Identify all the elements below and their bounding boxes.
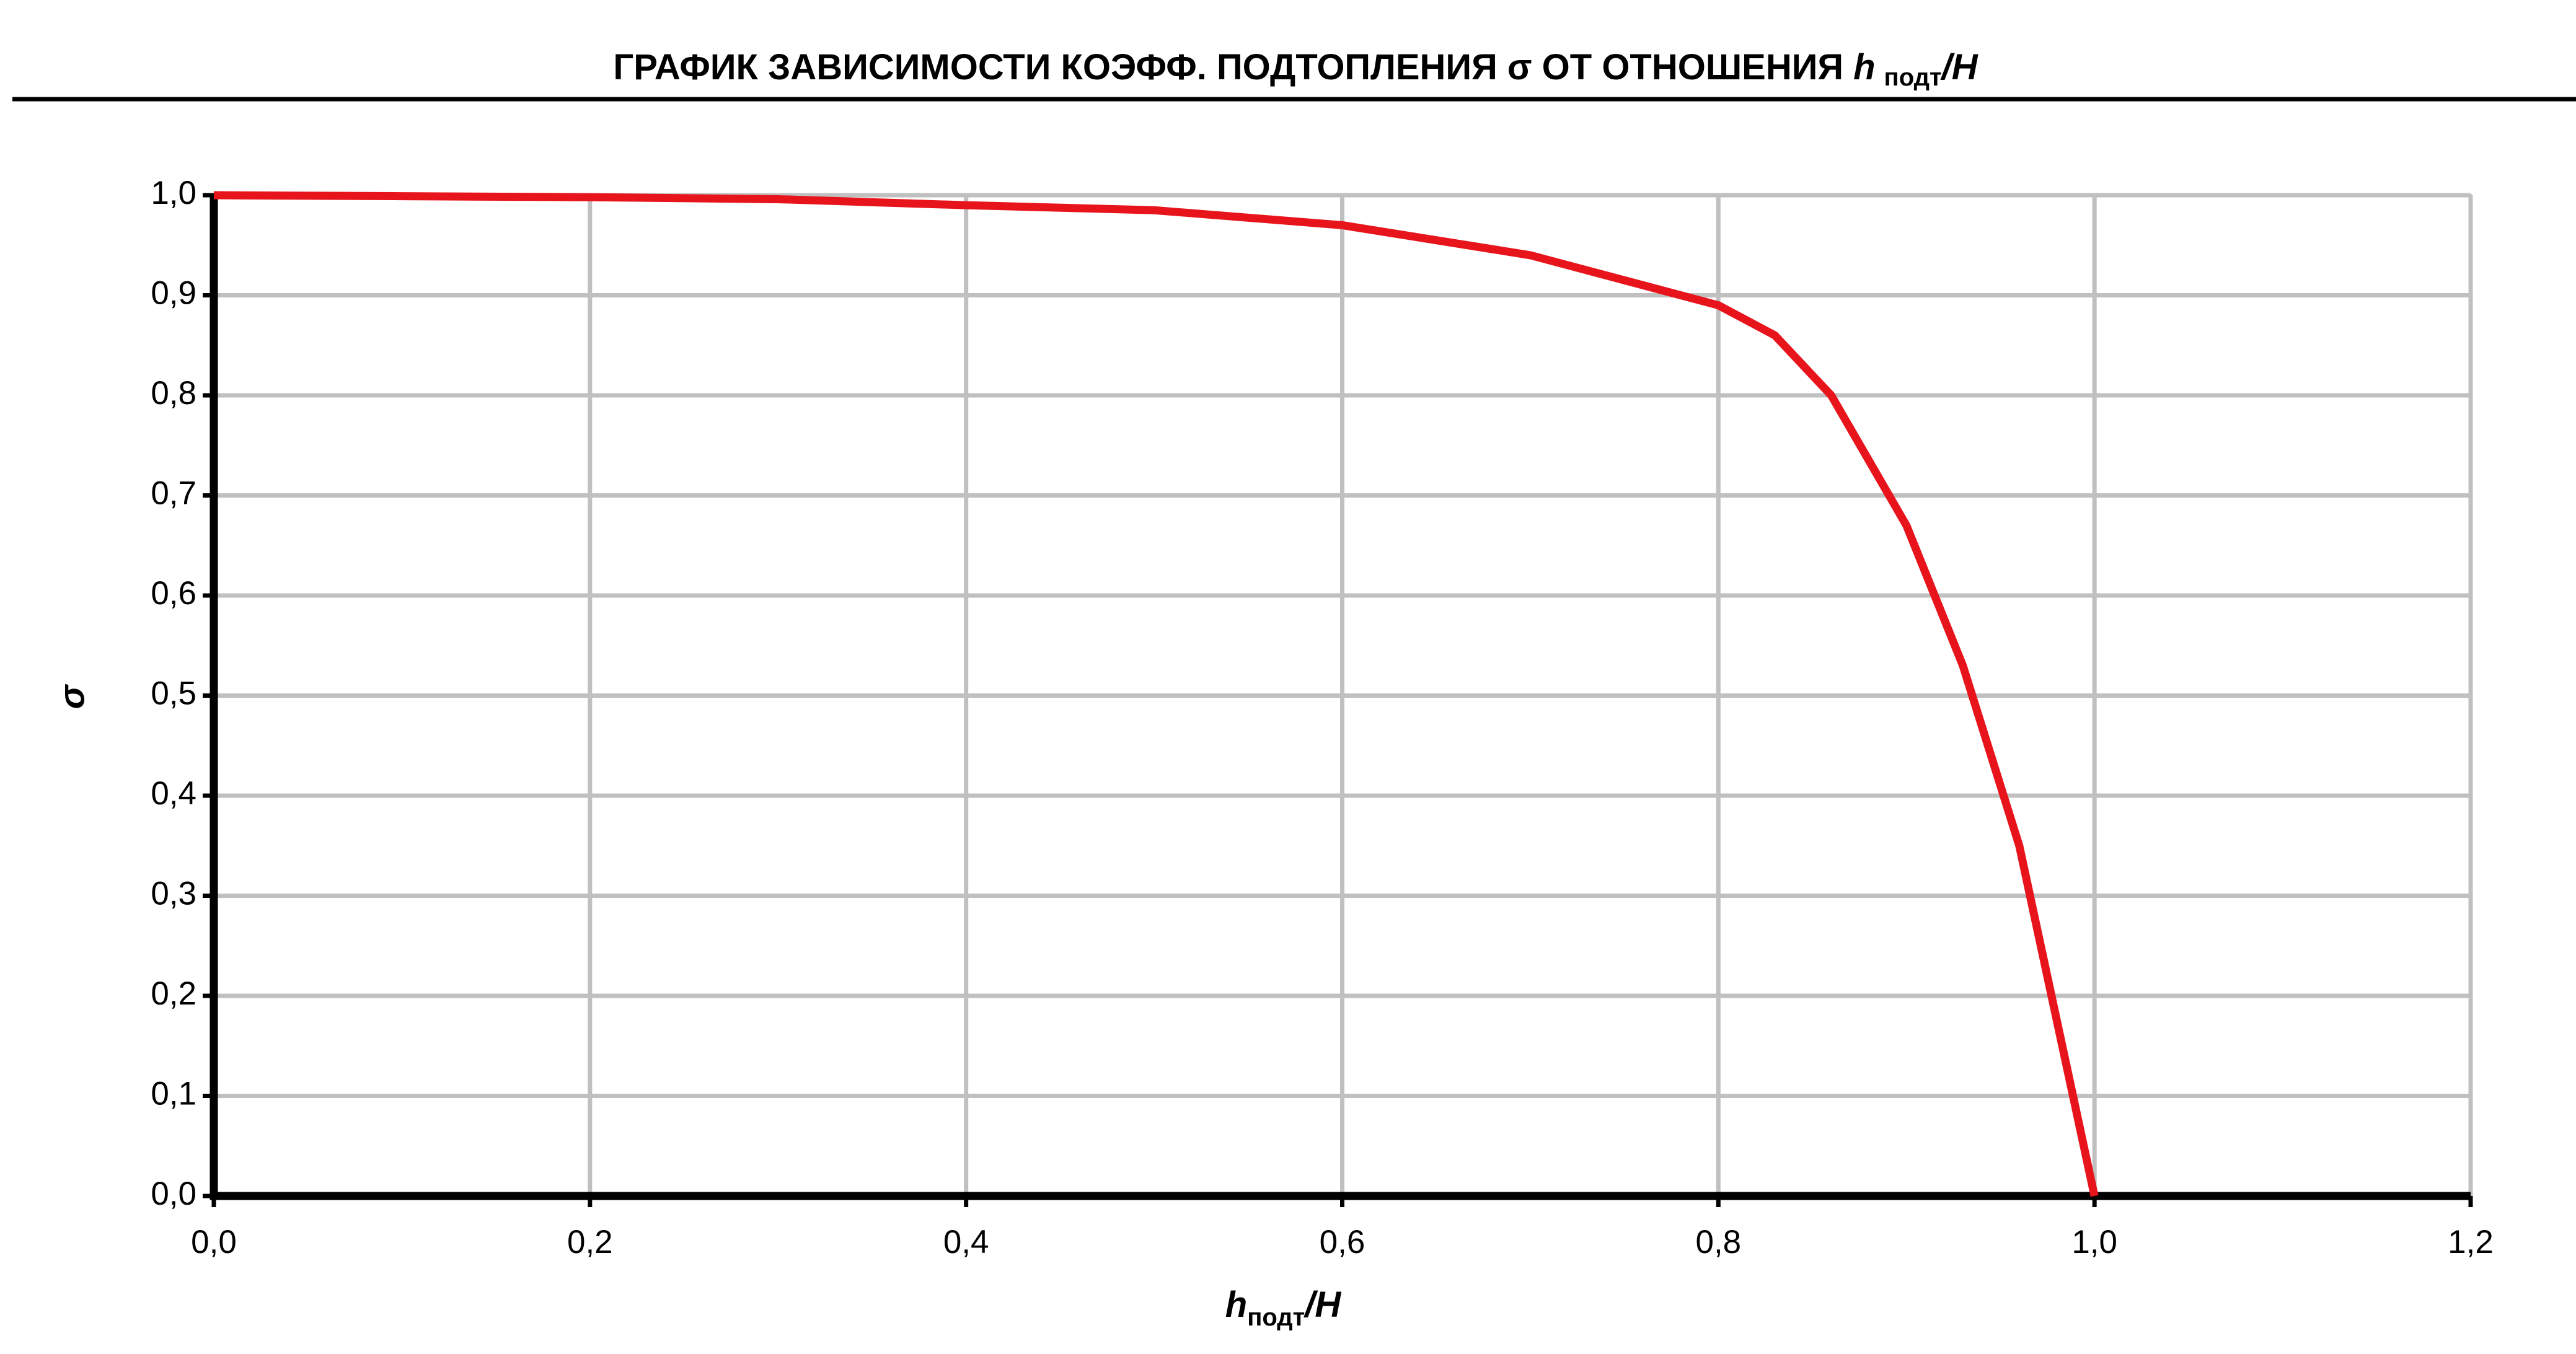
x-label-rest: /H (1303, 1285, 1341, 1325)
y-tick-label: 0,1 (151, 1076, 196, 1112)
y-tick-label: 0,7 (151, 475, 196, 512)
x-tick-label: 0,2 (567, 1224, 613, 1260)
x-tick-label: 0,6 (1320, 1224, 1365, 1260)
x-tick-label: 0,4 (943, 1224, 989, 1260)
y-tick-label: 0,2 (151, 975, 196, 1012)
data-line (213, 191, 2099, 1197)
x-label-var: h (1225, 1285, 1247, 1325)
x-tick-label: 1,2 (2448, 1224, 2494, 1260)
title-var: h (1853, 47, 1875, 87)
y-tick-label: 0,0 (151, 1176, 196, 1212)
title-rest: /H (1940, 47, 1978, 87)
x-tick-label: 1,0 (2071, 1224, 2117, 1260)
x-label-sub: подт (1247, 1304, 1305, 1331)
title-main: ГРАФИК ЗАВИСИМОСТИ КОЭФФ. ПОДТОПЛЕНИЯ σ … (613, 47, 1843, 87)
y-tick-label: 0,8 (151, 375, 196, 411)
chart-title: ГРАФИК ЗАВИСИМОСТИ КОЭФФ. ПОДТОПЛЕНИЯ σ … (613, 47, 1978, 91)
y-tick-label: 0,6 (151, 575, 196, 612)
y-tick-label: 0,3 (151, 876, 196, 912)
x-axis-label: hподт/H (1225, 1285, 1342, 1331)
y-tick-label: 0,5 (151, 675, 196, 712)
x-tick-label: 0,8 (1695, 1224, 1741, 1260)
x-tick-label: 0,0 (191, 1224, 237, 1260)
title-sub: подт (1884, 64, 1942, 91)
y-tick-label: 1,0 (151, 175, 196, 211)
y-axis-label: σ (51, 684, 92, 709)
y-tick-label: 0,4 (151, 775, 196, 812)
y-tick-label: 0,9 (151, 275, 196, 312)
